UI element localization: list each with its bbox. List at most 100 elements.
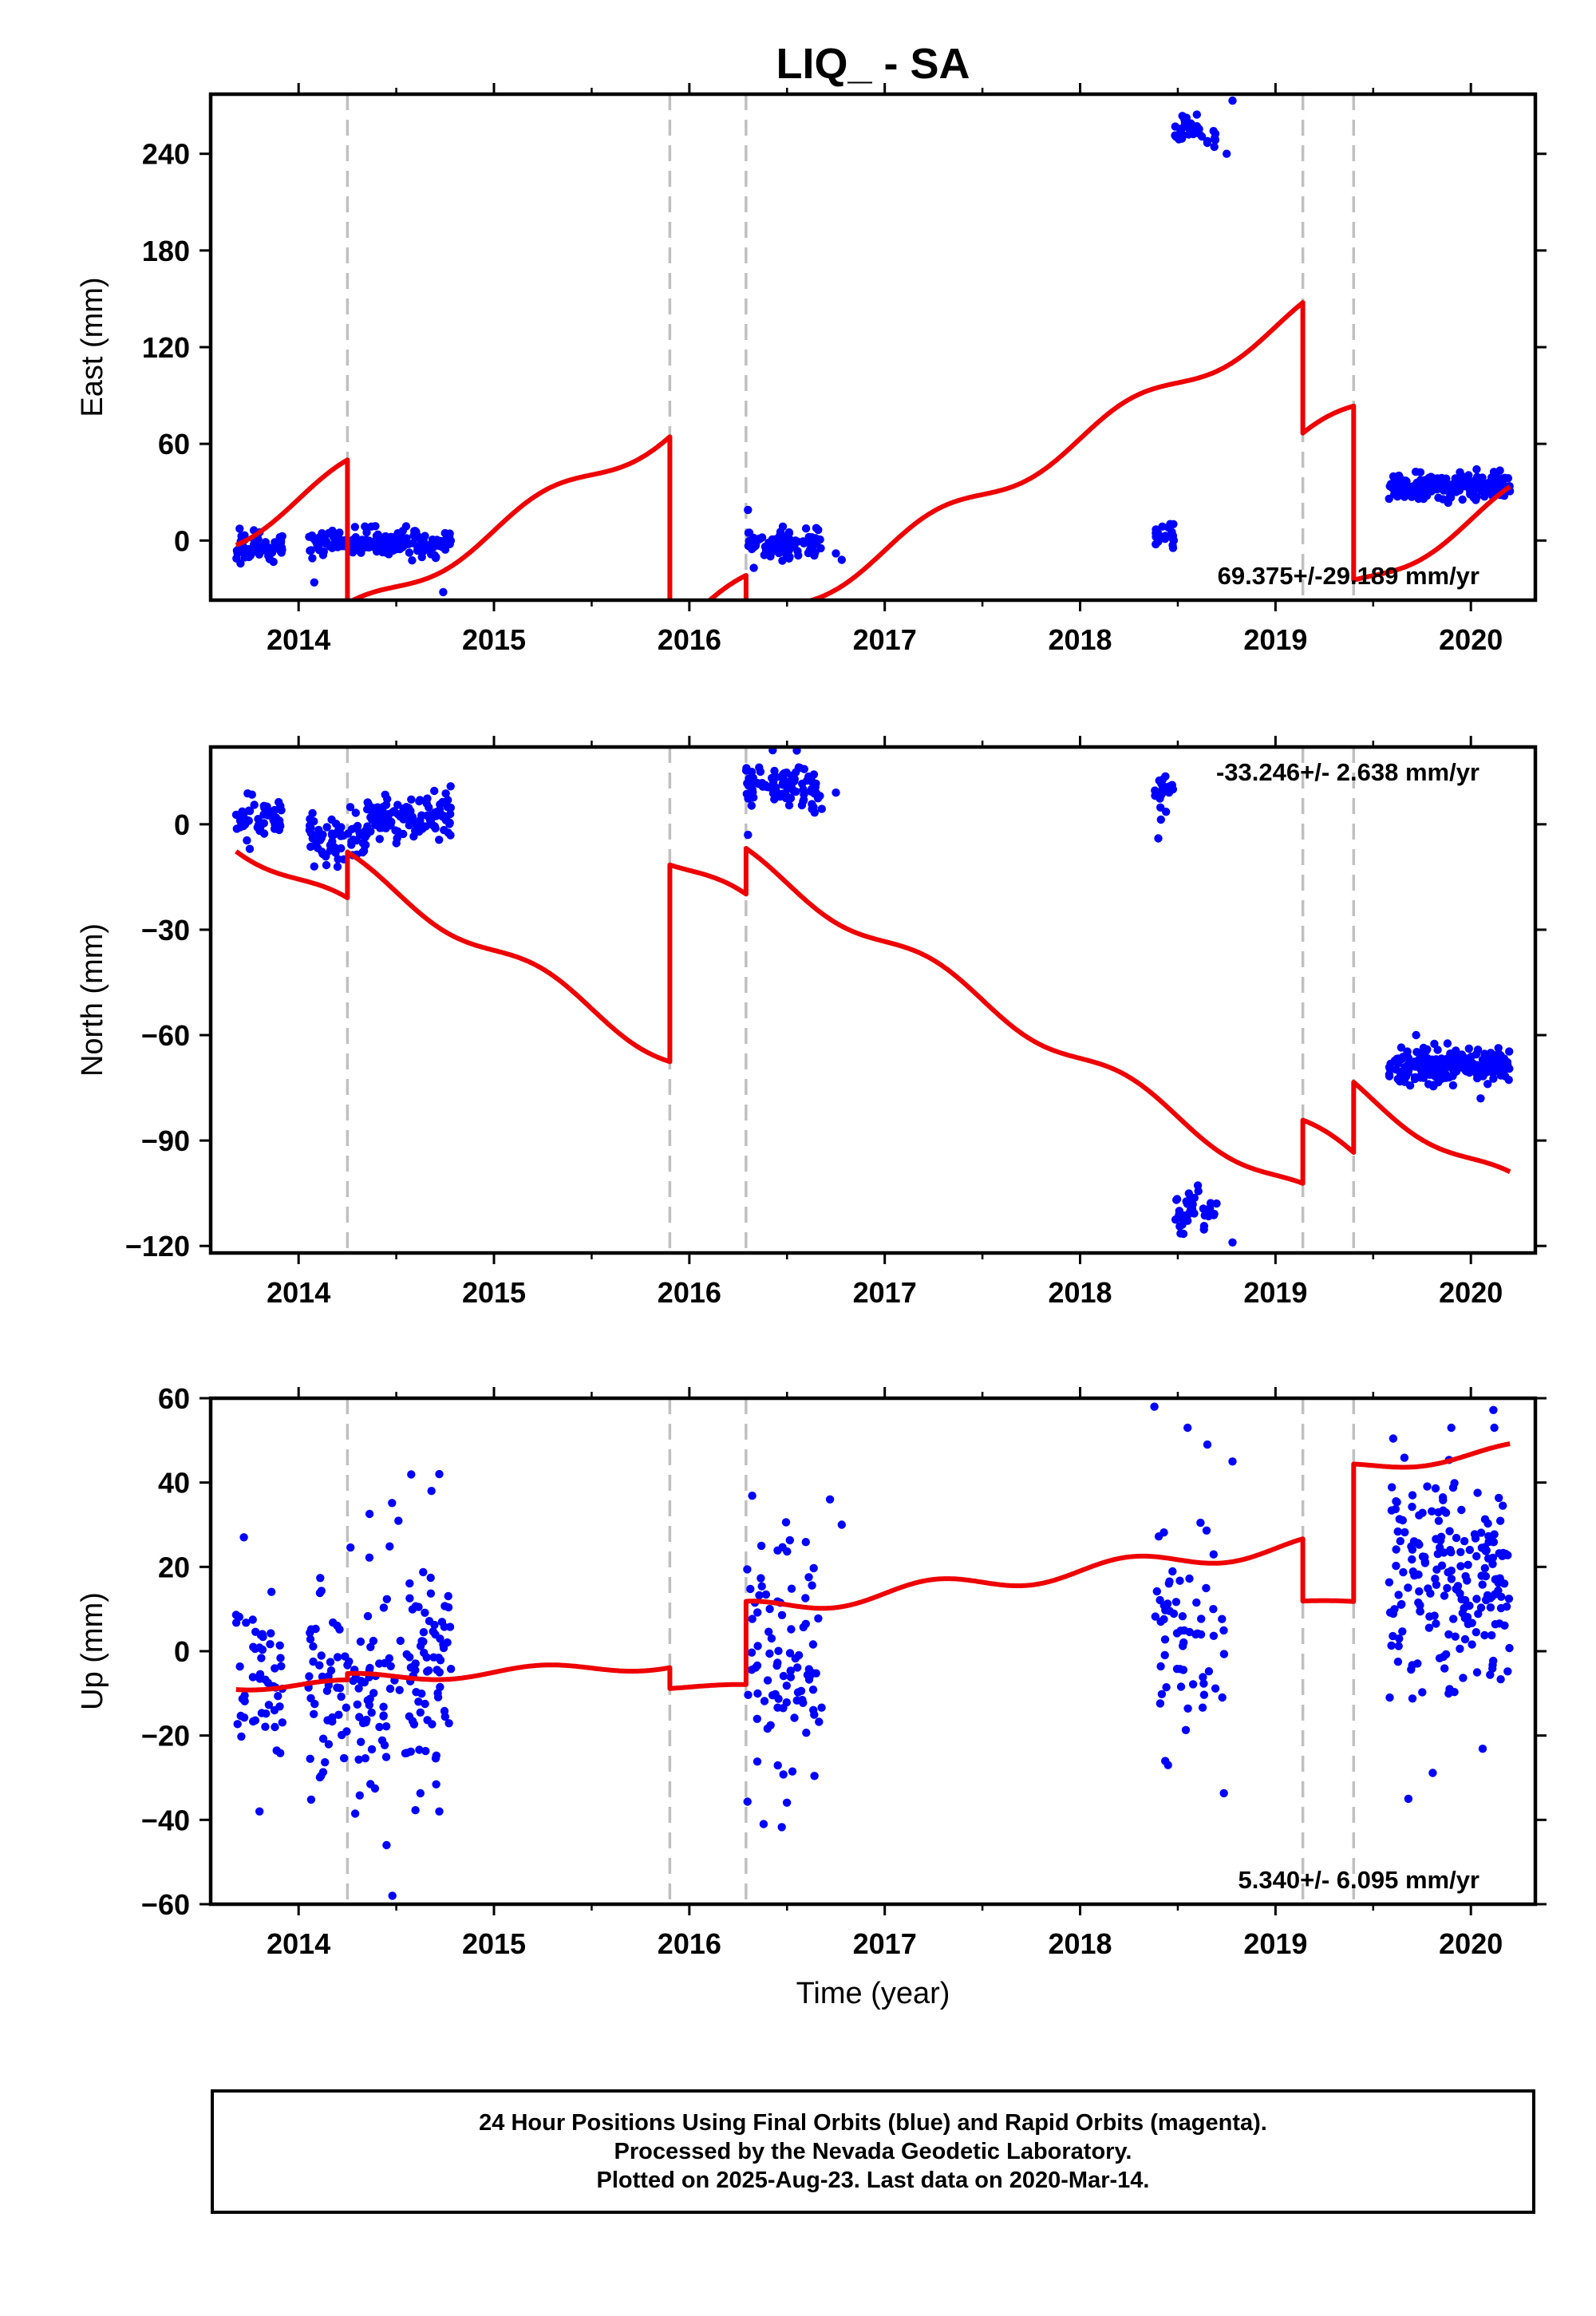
data-point <box>1439 495 1448 504</box>
data-point <box>1192 110 1202 119</box>
data-point <box>441 789 450 798</box>
data-point <box>1398 1627 1407 1636</box>
data-point <box>744 541 753 551</box>
data-point <box>407 1470 416 1479</box>
data-point <box>778 522 788 531</box>
data-point <box>1405 1081 1415 1090</box>
y-tick-label: −40 <box>141 1804 190 1836</box>
data-point <box>1175 1222 1184 1231</box>
data-point <box>773 1546 782 1555</box>
data-point <box>1456 1562 1465 1571</box>
data-point <box>1163 1761 1172 1769</box>
plot-frame <box>208 745 1538 1255</box>
data-point <box>1496 1071 1505 1080</box>
data-point <box>318 1734 328 1743</box>
data-point <box>418 824 427 833</box>
data-point <box>1192 1598 1201 1607</box>
data-point <box>239 1533 248 1542</box>
data-point <box>373 530 382 539</box>
data-point <box>1199 1673 1207 1682</box>
data-point <box>1156 1699 1165 1708</box>
data-point <box>422 1653 431 1662</box>
data-point <box>1385 482 1394 491</box>
data-point <box>310 1709 318 1718</box>
data-point <box>313 844 322 852</box>
data-point <box>235 524 244 533</box>
data-point <box>433 1693 443 1701</box>
data-point <box>327 815 336 824</box>
data-point <box>1423 1053 1432 1063</box>
data-point <box>1154 529 1163 538</box>
data-point <box>786 1666 795 1675</box>
data-point <box>1388 1483 1396 1492</box>
data-point <box>355 1791 364 1800</box>
data-point <box>1446 1546 1455 1555</box>
data-point <box>787 1584 796 1593</box>
data-point <box>265 555 274 563</box>
data-point <box>810 1772 819 1780</box>
east-panel: 2014 2015 2016 2017 2018 2019 2020 0 60 120 180 240… <box>76 83 1547 656</box>
data-point <box>1395 1634 1404 1643</box>
data-point <box>365 1509 374 1519</box>
data-point <box>825 1495 835 1504</box>
data-point <box>333 862 342 871</box>
data-point <box>343 1661 352 1670</box>
data-point <box>379 1702 388 1711</box>
data-point <box>315 546 324 555</box>
data-point <box>318 849 327 859</box>
data-points <box>231 747 1514 1247</box>
data-point <box>255 1670 265 1678</box>
data-point <box>445 818 454 828</box>
data-point <box>1481 1571 1491 1581</box>
data-point <box>1504 1595 1514 1603</box>
data-point <box>275 1641 284 1650</box>
data-point <box>248 1673 258 1682</box>
data-point <box>1172 1665 1182 1674</box>
data-point <box>430 786 439 796</box>
data-point <box>1438 1493 1448 1502</box>
data-point <box>1211 1684 1220 1693</box>
x-tick-label: 2019 <box>1243 623 1307 656</box>
data-point <box>1393 1658 1403 1666</box>
data-point <box>1204 1211 1213 1221</box>
data-point <box>777 544 786 554</box>
data-point <box>233 1720 242 1729</box>
data-point <box>231 810 241 820</box>
data-point <box>367 1745 377 1754</box>
data-point <box>390 537 400 546</box>
data-point <box>1474 1610 1483 1618</box>
data-point <box>1400 1528 1409 1537</box>
data-point <box>1389 1631 1397 1641</box>
data-point <box>1393 1498 1401 1507</box>
data-point <box>405 1594 414 1603</box>
x-tick-label: 2015 <box>462 1927 526 1960</box>
data-point <box>316 1574 325 1583</box>
data-point <box>1439 1652 1448 1662</box>
data-point <box>386 1662 395 1670</box>
x-tick-label: 2016 <box>658 623 721 656</box>
data-point <box>779 1704 788 1713</box>
x-tick-label: 2014 <box>267 1927 330 1960</box>
data-point <box>444 1591 452 1601</box>
data-point <box>361 522 369 531</box>
data-point <box>757 1541 766 1551</box>
data-point <box>773 1658 782 1667</box>
data-point <box>1480 1563 1490 1573</box>
velocity-label: -33.246+/- 2.638 mm/yr <box>1216 758 1479 786</box>
data-point <box>765 1649 774 1658</box>
data-point <box>763 544 772 553</box>
data-point <box>1430 1039 1439 1049</box>
data-point <box>1402 1072 1411 1081</box>
data-point <box>1188 1680 1198 1689</box>
data-point <box>1451 1632 1460 1641</box>
data-point <box>262 543 271 551</box>
data-point <box>1505 1643 1514 1653</box>
data-point <box>1451 474 1460 483</box>
data-point <box>1209 127 1218 136</box>
data-point <box>337 844 346 853</box>
data-point <box>804 1573 813 1582</box>
data-point <box>1470 484 1479 492</box>
data-point <box>375 835 384 844</box>
data-point <box>1439 1506 1448 1515</box>
data-point <box>416 796 425 804</box>
